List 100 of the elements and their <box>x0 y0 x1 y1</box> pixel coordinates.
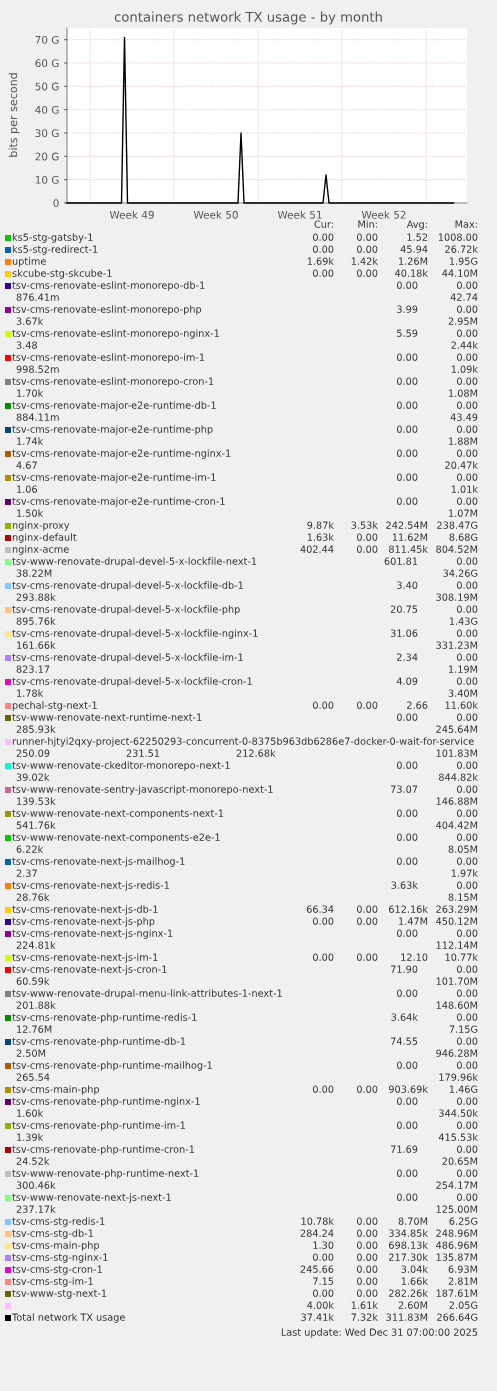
text: 884.11m <box>16 413 59 421</box>
text: 7.15 <box>313 1277 334 1285</box>
text: 0.00 <box>356 701 378 709</box>
text: 3.40M <box>448 689 478 697</box>
text: 135.87M <box>436 1253 478 1261</box>
y-tick-label: 0 <box>53 199 59 208</box>
text: 0.00 <box>396 833 418 841</box>
text: 31.06 <box>390 629 418 637</box>
text: 3.67k <box>16 317 44 325</box>
text: 8.15M <box>448 893 478 901</box>
text: 8.70M <box>398 1217 428 1225</box>
text: 3.04k <box>401 1265 428 1273</box>
legend-label: tsv-cms-renovate-next-js-db-1 <box>12 905 158 915</box>
legend-label: nginx-default <box>12 533 77 543</box>
text: 60.59k <box>16 977 50 985</box>
legend-label: tsv-cms-renovate-eslint-monorepo-php <box>12 305 202 315</box>
legend-label: tsv-cms-renovate-php-runtime-cron-1 <box>12 1145 194 1155</box>
text: 7.32k <box>351 1313 378 1321</box>
text: 876.41m <box>16 293 59 301</box>
text: 1.61k <box>351 1301 378 1309</box>
text: Min: <box>358 220 377 228</box>
text: 0.00 <box>456 1097 478 1105</box>
text: 1.26M <box>399 257 428 265</box>
legend-label: tsv-cms-renovate-eslint-monorepo-im-1 <box>12 353 205 363</box>
text: 1.06 <box>17 485 38 493</box>
legend-label: tsv-cms-renovate-major-e2e-runtime-nginx-1 <box>12 449 231 459</box>
text: 0.00 <box>456 1121 478 1129</box>
legend-label: tsv-cms-renovate-next-js-php <box>12 917 155 927</box>
text: 1.47M <box>399 917 428 925</box>
text: 125.00M <box>436 1205 478 1213</box>
line-series <box>66 36 455 204</box>
legend-label: pechal-stg-next-1 <box>12 701 97 711</box>
text: 331.23M <box>436 641 478 649</box>
legend-label: ks5-stg-redirect-1 <box>12 245 98 255</box>
legend-label: tsv-cms-renovate-eslint-monorepo-db-1 <box>12 281 205 291</box>
text: 0.00 <box>456 809 478 817</box>
text: 811.45k <box>389 545 428 553</box>
text: 248.96M <box>436 1229 478 1237</box>
text: Avg: <box>406 220 427 230</box>
text: 0.00 <box>312 701 334 709</box>
text: 844.82k <box>439 773 478 781</box>
text: 245.66 <box>300 1265 334 1273</box>
legend-label: nginx-proxy <box>12 521 70 531</box>
text: 3.63k <box>391 881 418 889</box>
legend-label: tsv-cms-renovate-eslint-monorepo-cron-1 <box>12 377 214 387</box>
text: 0.00 <box>396 1061 418 1069</box>
text: 0.00 <box>456 329 478 337</box>
text: 6.25G <box>449 1217 478 1225</box>
text: 101.83M <box>436 749 478 757</box>
text: 0.00 <box>396 1193 418 1201</box>
text: 224.81k <box>16 941 56 949</box>
x-tick-label: Week 50 <box>193 210 238 219</box>
text: 6.22k <box>16 845 44 853</box>
text: 0.00 <box>356 1277 378 1285</box>
text: 37.41k <box>301 1313 334 1321</box>
legend-label: skcube-stg-skcube-1 <box>12 269 112 279</box>
text: 0.00 <box>312 953 334 961</box>
text: 998.52m <box>16 365 59 373</box>
text: 486.96M <box>436 1241 478 1249</box>
text: 1.46G <box>449 1085 478 1093</box>
text: 1.63k <box>307 533 334 541</box>
text: 2.44k <box>451 341 478 349</box>
text: 1.50k <box>17 509 44 517</box>
text: 0.00 <box>456 881 478 889</box>
text: 6.93M <box>448 1265 478 1273</box>
text: 0.00 <box>456 1193 478 1201</box>
text: 0.00 <box>456 1169 478 1177</box>
text: 101.70M <box>436 977 478 985</box>
text: 0.00 <box>456 581 478 589</box>
text: 5.59 <box>397 329 418 337</box>
text: 293.88k <box>16 593 56 601</box>
text: 1.66k <box>401 1277 428 1285</box>
legend-label: tsv-cms-renovate-next-js-cron-1 <box>12 965 167 975</box>
text: 212.68k <box>236 749 276 757</box>
legend-label: tsv-www-renovate-drupal-devel-5-x-lockfile-next-1 <box>12 557 257 567</box>
text: 1.19M <box>449 665 478 673</box>
text: 1.39k <box>17 1133 44 1141</box>
legend-label: nginx-acme <box>12 545 69 555</box>
x-tick-label: Week 49 <box>109 210 154 219</box>
text: 39.02k <box>16 773 50 781</box>
text: 231.51 <box>126 749 160 757</box>
text: 415.53k <box>438 1133 478 1141</box>
text: 0.00 <box>396 857 418 865</box>
legend-label: tsv-cms-stg-cron-1 <box>12 1265 102 1275</box>
text: 0.00 <box>456 653 478 661</box>
text: 265.54 <box>16 1073 50 1081</box>
text: 601.81 <box>384 557 418 565</box>
text: 0.00 <box>356 545 378 553</box>
legend-label: tsv-cms-renovate-drupal-devel-5-x-lockfile-php <box>12 605 240 615</box>
text: 66.34 <box>306 905 334 913</box>
legend-label: tsv-cms-main-php <box>12 1241 100 1251</box>
legend-label: tsv-cms-stg-redis-1 <box>12 1217 105 1227</box>
text: 1.07M <box>449 509 478 517</box>
legend-label: tsv-cms-renovate-drupal-devel-5-x-lockfile-cron-1 <box>12 677 252 687</box>
text: 0.00 <box>396 713 418 721</box>
text: 0.00 <box>456 605 478 613</box>
text: 0.00 <box>312 1289 334 1297</box>
text: 0.00 <box>312 269 334 277</box>
text: 0.00 <box>456 1061 478 1069</box>
legend-label: tsv-www-renovate-drupal-menu-link-attributes-1-next-1 <box>12 989 282 999</box>
